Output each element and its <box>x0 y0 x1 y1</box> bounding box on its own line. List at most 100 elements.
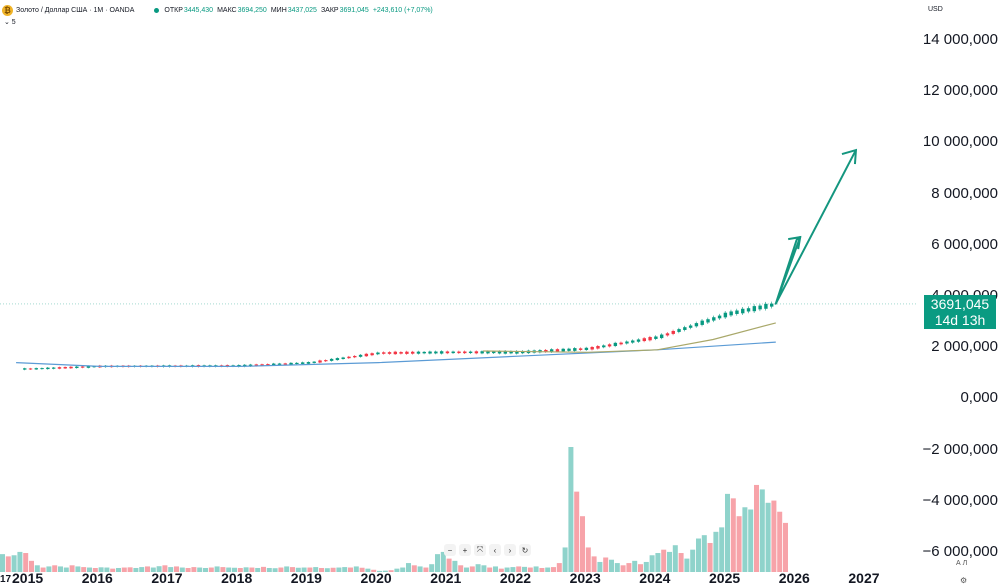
volume-bar <box>614 563 620 572</box>
current-price: 3691,045 <box>930 296 990 312</box>
tradingview-logo[interactable]: 17 <box>0 574 12 585</box>
candle <box>463 351 467 354</box>
scroll-right-button[interactable]: › <box>504 544 516 556</box>
volume-bar <box>545 567 551 572</box>
volume-bar <box>278 567 284 572</box>
volume-bar <box>783 522 788 572</box>
volume-bar <box>336 567 342 572</box>
reset-chart-button[interactable]: ↻ <box>519 544 531 556</box>
volume-bar <box>104 567 110 572</box>
candle <box>416 351 421 354</box>
currency-label[interactable]: USD <box>928 6 943 13</box>
volume-bar <box>394 568 400 572</box>
ohlc-low-label: МИН <box>270 6 287 14</box>
volume-bar <box>214 566 220 572</box>
volume-bar <box>75 566 81 572</box>
settings-icon[interactable]: ⚙ <box>960 576 968 585</box>
scale-mode-toggles[interactable]: А Л <box>956 560 968 567</box>
symbol-title[interactable]: Золото / Доллар США · 1М · OANDA <box>16 6 135 14</box>
volume-bar <box>220 567 226 572</box>
volume-bar <box>487 567 493 572</box>
volume-bar <box>191 567 197 572</box>
candle <box>486 351 490 354</box>
candle <box>324 360 328 362</box>
volume-bar <box>690 549 696 572</box>
volume-bar <box>116 567 121 572</box>
volume-bar <box>667 551 672 572</box>
x-tick-label: 2019 <box>290 570 322 586</box>
ohlc-change: +243,610 (+7,07%) <box>372 6 433 14</box>
ohlc-open-value: 3445,430 <box>183 6 214 14</box>
volume-bar <box>678 553 684 572</box>
candle <box>509 351 513 354</box>
candle <box>51 367 56 369</box>
volume-bar <box>243 567 249 572</box>
candle <box>23 368 27 370</box>
candle <box>625 341 629 344</box>
volume-bar <box>388 570 394 572</box>
ohlc-close-value: 3691,045 <box>339 6 369 14</box>
volume-bar <box>423 567 429 572</box>
ohlc-high-label: МАКС <box>217 6 237 14</box>
candle <box>665 333 670 336</box>
y-tick-label: 6 000,000 <box>931 235 998 253</box>
candle <box>659 334 664 339</box>
scroll-left-button[interactable]: ‹ <box>489 544 501 556</box>
candle <box>266 364 270 366</box>
candle <box>480 351 484 354</box>
candle <box>34 368 39 370</box>
volume-bar <box>133 567 139 572</box>
volume-bar <box>377 570 382 572</box>
volume-bar <box>626 563 632 572</box>
zoom-in-button[interactable]: + <box>459 544 471 556</box>
volume-bar <box>469 566 475 572</box>
candle <box>439 351 444 354</box>
volume-bar <box>510 567 516 572</box>
candle <box>358 354 363 357</box>
volume-bar <box>498 568 504 572</box>
volume-bar <box>353 566 359 572</box>
volume-bar <box>17 551 23 572</box>
volume-bar <box>643 561 649 572</box>
candle <box>272 363 276 366</box>
indicator-toggle[interactable]: ⌄ 5 <box>4 19 16 26</box>
zoom-out-button[interactable]: − <box>444 544 456 556</box>
ma-long-line <box>16 341 776 367</box>
candle <box>260 364 264 366</box>
candle <box>671 330 675 334</box>
volume-bar <box>266 567 272 572</box>
reset-zoom-button[interactable]: ⤧ <box>474 544 486 556</box>
volume-bar <box>435 554 440 572</box>
candle <box>300 362 305 364</box>
candle <box>57 367 62 369</box>
y-tick-label: −6 000,000 <box>922 543 999 560</box>
candle <box>312 361 316 363</box>
candle <box>735 310 739 314</box>
candle <box>706 319 710 323</box>
volume-bar <box>23 553 29 572</box>
volume-bar <box>638 564 643 572</box>
volume-bar <box>609 559 614 572</box>
candle <box>347 356 351 359</box>
y-tick-label: 10 000,000 <box>922 133 998 151</box>
volume-bar <box>725 493 730 572</box>
candle <box>399 352 403 354</box>
candle <box>688 325 693 328</box>
candle <box>573 348 577 351</box>
forecast-arrow-path <box>774 149 857 305</box>
volume-bar <box>771 500 777 572</box>
volume-bar <box>63 567 69 572</box>
candle <box>694 323 699 327</box>
candle <box>289 362 293 365</box>
volume-bar <box>661 549 667 572</box>
volume-bar <box>400 567 406 572</box>
candle <box>283 363 288 365</box>
volume-bar <box>417 566 423 572</box>
ohlc-open-label: ОТКР <box>164 6 183 14</box>
y-tick-label: −2 000,000 <box>922 440 999 458</box>
candle <box>619 342 623 345</box>
x-tick-label: 2022 <box>499 570 532 586</box>
volume-bar <box>371 569 377 572</box>
candle <box>723 312 728 318</box>
